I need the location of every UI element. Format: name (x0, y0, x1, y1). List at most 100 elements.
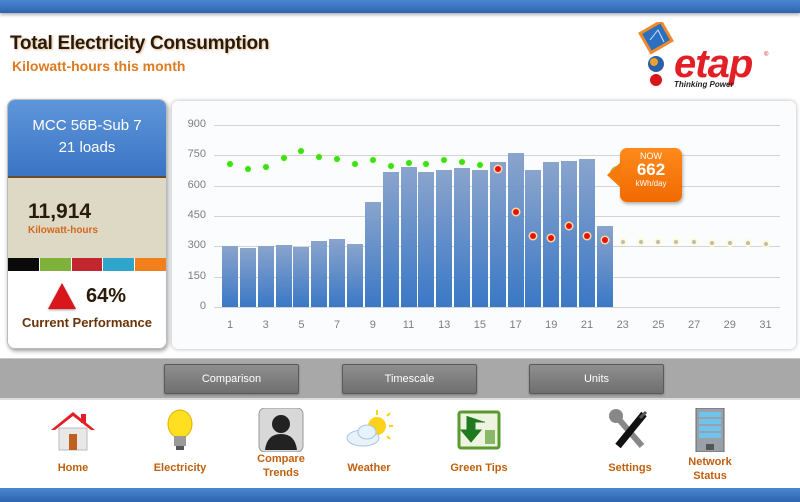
nav-compare-line1: Compare (257, 453, 305, 465)
chart-bar[interactable] (382, 171, 399, 307)
nav-weather[interactable]: Weather (338, 404, 400, 486)
nav-compare-line2: Trends (262, 467, 300, 479)
chart-bar[interactable] (311, 241, 328, 307)
performance-section: 64% Current Performance (8, 271, 166, 348)
chart-bar[interactable] (418, 171, 435, 307)
chart-bar[interactable] (454, 168, 471, 307)
chart-dot-red (601, 237, 608, 244)
chart-bar[interactable] (543, 161, 560, 307)
total-kwh-value: 11,914 (28, 200, 92, 223)
nav-network-line2: Status (693, 470, 727, 482)
nav-green-tips[interactable]: Green Tips (444, 404, 514, 486)
chart-dot-green (405, 160, 412, 167)
chart-dot-gray (745, 241, 750, 246)
top-bar (0, 0, 800, 13)
comparison-button[interactable]: Comparison (164, 364, 299, 394)
nav-settings[interactable]: Settings (600, 404, 660, 486)
chart-dot-green (244, 166, 251, 173)
x-axis-tick: 13 (438, 319, 451, 331)
chart-bar[interactable] (436, 170, 453, 307)
now-callout: NOW 662 kWh/day (607, 148, 682, 202)
chart-dot-red (584, 233, 590, 240)
y-axis-tick: 300 (187, 239, 206, 252)
tools-icon (609, 409, 648, 449)
chart-bar[interactable] (364, 201, 381, 307)
chart-dot-gray (656, 240, 661, 245)
now-label: NOW (640, 151, 662, 161)
summary-header: MCC 56B-Sub 7 21 loads (8, 100, 166, 178)
chart-bar[interactable] (596, 226, 613, 307)
weather-icon (346, 410, 393, 447)
logo-tagline: Thinking Power (674, 80, 734, 89)
chart-bar[interactable] (346, 244, 363, 307)
server-icon (695, 408, 725, 452)
chart-dot-green (351, 161, 358, 168)
total-consumption: 11,914 Kilowatt-hours (8, 178, 166, 258)
chart-dot-red (566, 223, 573, 230)
swatch-green (39, 258, 71, 271)
summary-card: MCC 56B-Sub 7 21 loads 11,914 Kilowatt-h… (7, 99, 167, 349)
swatch-blue (103, 258, 135, 271)
chart-plot-area: 0 150 300 450 600 750 900 1 3 5 7 9 11 13 15 17 19 21 23 25… (172, 101, 796, 349)
etap-logo: etap ® Thinking Power (636, 22, 776, 92)
chart-bar[interactable] (489, 161, 506, 307)
chart-bar[interactable] (579, 158, 595, 307)
y-axis-tick: 750 (187, 148, 206, 161)
chart-bar[interactable] (400, 167, 417, 307)
chart-dot-green (334, 156, 341, 163)
chart-dot-green (441, 157, 448, 164)
x-axis-tick: 25 (652, 319, 665, 331)
x-axis-tick: 21 (580, 319, 594, 331)
timescale-button[interactable]: Timescale (342, 364, 477, 394)
gridline (214, 307, 780, 308)
green-tips-icon (457, 410, 501, 450)
chart-dot-green (423, 161, 430, 168)
chart-dot-gray (709, 240, 714, 245)
total-kwh-unit: Kilowatt-hours (28, 225, 98, 236)
x-axis-tick: 15 (473, 319, 487, 331)
chart-bar[interactable] (257, 246, 274, 307)
x-axis-tick: 17 (509, 319, 522, 331)
units-button[interactable]: Units (529, 364, 664, 394)
chart-bar[interactable] (293, 246, 310, 307)
chart-dot-gray (638, 240, 643, 245)
chart-bar[interactable] (275, 245, 292, 307)
x-axis-tick: 9 (369, 319, 376, 331)
panel-name: MCC 56B-Sub 7 (32, 117, 142, 134)
chart-dot-green (369, 157, 376, 164)
color-swatches (8, 258, 166, 271)
chart-dot-gray (674, 239, 679, 244)
x-axis-tick: 23 (616, 319, 629, 331)
performance-label: Current Performance (21, 315, 153, 330)
chart-dot-green (280, 155, 287, 162)
logo-globe-icon (638, 22, 674, 86)
x-axis-tick: 11 (402, 319, 415, 331)
chart-bar[interactable] (222, 246, 238, 307)
swatch-black (8, 258, 39, 271)
chart-bar[interactable] (329, 239, 346, 307)
nav-network-line1: Network (688, 456, 732, 468)
chart-dot-green (316, 154, 323, 161)
x-axis-tick: 29 (723, 319, 736, 331)
nav-electricity-label: Electricity (153, 462, 207, 474)
bottom-bar (0, 488, 800, 502)
chart-dot-gray (727, 241, 732, 246)
nav-home[interactable]: Home (43, 404, 103, 486)
load-count: 21 loads (58, 139, 116, 156)
chart-bar[interactable] (507, 152, 524, 307)
nav-network-status[interactable]: Network Status (682, 404, 738, 486)
chart-dot-red (530, 233, 537, 240)
chart-bar[interactable] (561, 160, 578, 307)
nav-electricity[interactable]: Electricity (150, 404, 210, 486)
chart-bar[interactable] (239, 248, 256, 307)
y-axis-tick: 450 (187, 209, 206, 221)
now-value: 662 (636, 160, 666, 179)
logo-wordmark: etap (674, 42, 753, 86)
chart-bar[interactable] (471, 170, 488, 307)
lightbulb-icon (167, 409, 193, 450)
chart-dot-gray (620, 240, 625, 245)
up-triangle-icon (47, 283, 76, 309)
page-subtitle: Kilowatt-hours this month (12, 58, 186, 74)
x-axis-tick: 19 (545, 319, 558, 331)
nav-compare-trends[interactable]: Compare Trends (250, 404, 312, 486)
